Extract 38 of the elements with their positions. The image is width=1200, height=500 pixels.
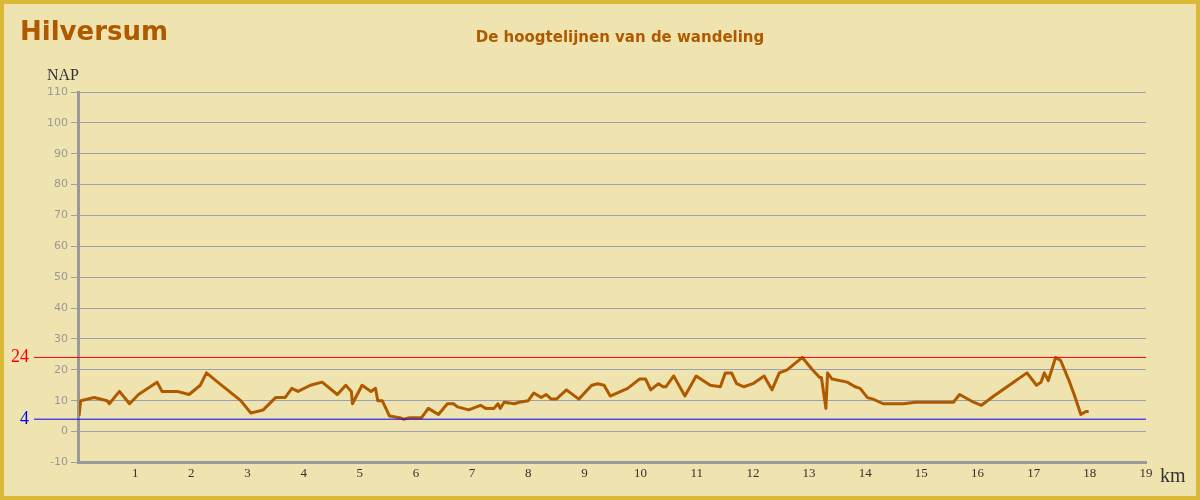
- y-tick-label: 110: [47, 84, 68, 98]
- y-tick-label: 80: [54, 177, 68, 191]
- x-tick-label: 16: [971, 464, 985, 480]
- y-tick-label: 30: [54, 331, 68, 345]
- y-tick-label: -10: [50, 455, 68, 469]
- x-tick-label: 11: [690, 464, 703, 480]
- y-tick-label: 40: [54, 300, 68, 314]
- x-tick-label: 18: [1083, 464, 1097, 480]
- x-tick-label: 9: [581, 464, 588, 480]
- x-tick-label: 2: [188, 464, 195, 480]
- chart-title: Hilversum: [20, 16, 169, 46]
- x-axis-title: km: [1160, 463, 1186, 486]
- x-tick-label: 3: [244, 464, 251, 480]
- y-tick-label: 10: [54, 393, 68, 407]
- x-tick-label: 15: [914, 464, 928, 480]
- y-tick-label: 70: [54, 208, 68, 222]
- x-tick-label: 17: [1027, 464, 1041, 480]
- ref-line-label: 4: [20, 407, 29, 428]
- x-tick-label: 6: [412, 464, 420, 480]
- x-tick-label: 14: [858, 464, 873, 480]
- y-axis-title: NAP: [46, 66, 80, 84]
- y-tick-label: 50: [54, 270, 68, 284]
- y-tick-label: 90: [54, 146, 68, 160]
- y-tick-label: 20: [54, 362, 68, 376]
- y-tick-label: 60: [54, 239, 68, 253]
- x-tick-label: 5: [356, 464, 364, 480]
- x-tick-label: 12: [746, 464, 760, 480]
- x-tick-label: 7: [468, 464, 476, 480]
- x-tick-label: 19: [1139, 464, 1153, 480]
- x-tick-label: 13: [802, 464, 816, 480]
- x-tick-label: 4: [300, 464, 308, 480]
- y-tick-label: 0: [61, 424, 68, 438]
- x-tick-label: 8: [525, 464, 532, 480]
- x-tick-label: 1: [131, 464, 139, 480]
- x-tick-label: 10: [634, 464, 648, 480]
- chart-subtitle: De hoogtelijnen van de wandeling: [475, 28, 765, 46]
- ref-line-label: 24: [11, 346, 29, 367]
- y-tick-label: 100: [47, 115, 68, 129]
